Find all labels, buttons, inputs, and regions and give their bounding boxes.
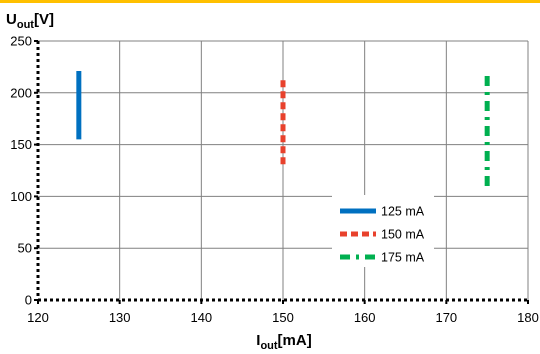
y-axis-title-sub: out: [17, 19, 34, 31]
x-tick-label-160: 160: [354, 310, 376, 325]
x-tick-label-170: 170: [435, 310, 457, 325]
x-axis-title-main: I: [256, 332, 260, 349]
y-tick-label-0: 0: [25, 293, 32, 308]
x-axis-title: Iout[mA]: [256, 332, 311, 352]
legend-label-175ma: 175 mA: [381, 251, 425, 265]
axes: [34, 40, 529, 304]
y-tick-label-50: 50: [18, 241, 32, 256]
x-axis-title-sub: out: [260, 340, 277, 352]
y-tick-label-100: 100: [10, 189, 32, 204]
top-rule: [0, 0, 540, 3]
x-tick-label-140: 140: [190, 310, 212, 325]
x-tick-label-180: 180: [517, 310, 539, 325]
y-tick-label-150: 150: [10, 137, 32, 152]
legend-label-125ma: 125 mA: [381, 205, 425, 219]
y-axis-title-unit: [V]: [34, 11, 54, 28]
y-axis-title: Uout[V]: [6, 11, 54, 31]
y-tick-label-200: 200: [10, 85, 32, 100]
legend-label-150ma: 150 mA: [381, 228, 425, 242]
y-axis-title-main: U: [6, 11, 17, 28]
x-tick-label-120: 120: [27, 310, 49, 325]
tick-labels: 120 130 140 150 160 170 180 0 50 100 150 200 250: [10, 34, 539, 326]
x-axis-title-unit: [mA]: [278, 332, 312, 349]
series-layer: [76, 71, 490, 187]
legend: 125 mA 150 mA 175 mA: [332, 195, 434, 267]
y-tick-label-250: 250: [10, 34, 32, 49]
x-tick-label-130: 130: [109, 310, 131, 325]
grid-lines: [38, 40, 529, 300]
x-tick-label-150: 150: [272, 310, 294, 325]
